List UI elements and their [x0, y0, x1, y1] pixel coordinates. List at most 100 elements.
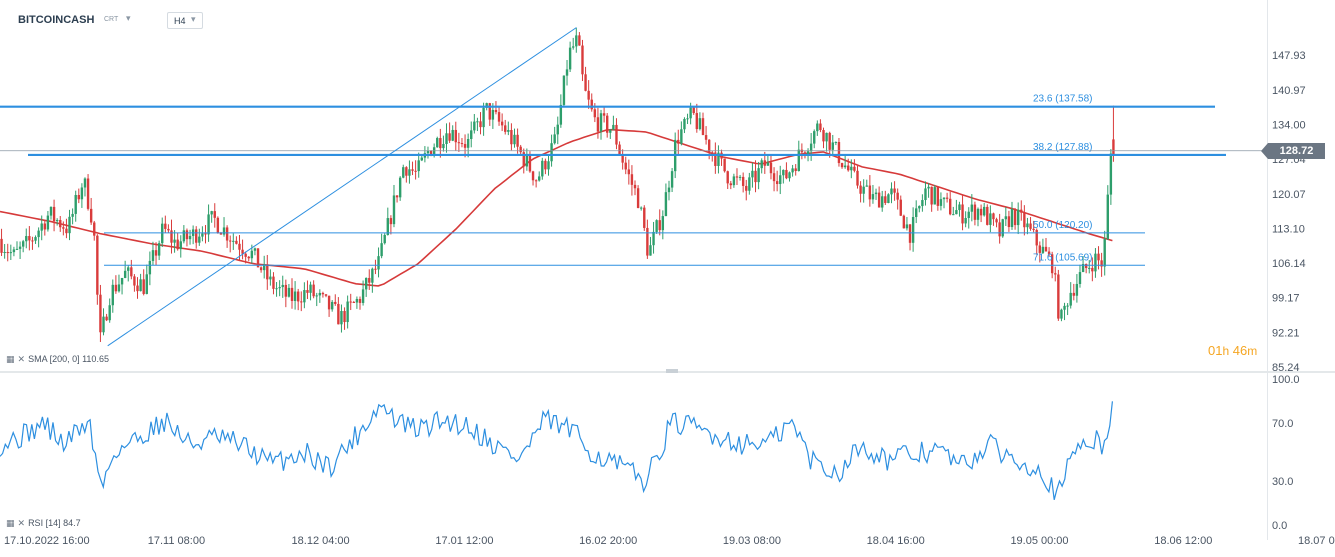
- symbol-label[interactable]: BITCOINCASH: [18, 14, 95, 26]
- candle-body: [884, 196, 887, 203]
- candle-body: [1060, 309, 1063, 319]
- candle-body: [290, 287, 294, 302]
- candle-body: [1029, 223, 1032, 229]
- candle-body: [130, 267, 133, 277]
- candle-body: [1016, 209, 1020, 226]
- candle-body: [1044, 246, 1048, 252]
- candle-body: [167, 228, 170, 231]
- candle-body: [296, 291, 300, 302]
- candle-body: [621, 154, 624, 163]
- candle-body: [605, 115, 609, 133]
- candle-body: [306, 290, 309, 293]
- candle-body: [1097, 253, 1100, 261]
- candle-body: [859, 185, 862, 194]
- candle-body: [127, 267, 130, 271]
- candle-body: [504, 125, 507, 132]
- candle-body: [711, 152, 714, 154]
- candle-body: [482, 107, 485, 128]
- current-price-badge: 128.72: [1261, 143, 1325, 159]
- rsi-tick-label: 100.0: [1272, 374, 1300, 386]
- candle-body: [809, 143, 813, 152]
- candle-body: [775, 181, 779, 185]
- candle-body: [49, 206, 53, 216]
- settings-icon[interactable]: ▦: [6, 354, 15, 364]
- candle-body: [40, 223, 43, 231]
- candle-body: [813, 131, 816, 144]
- candle-body: [837, 142, 841, 164]
- candle-body: [1094, 253, 1097, 272]
- candle-body: [371, 268, 374, 283]
- candle-body: [707, 139, 711, 153]
- candle-body: [677, 139, 680, 144]
- candle-body: [1088, 267, 1091, 269]
- candle-body: [519, 146, 522, 153]
- candle-body: [791, 168, 794, 173]
- candles-layer: [0, 27, 1115, 342]
- candle-body: [748, 177, 751, 191]
- candle-body: [120, 277, 124, 285]
- candle-body: [170, 230, 173, 243]
- candle-body: [670, 171, 674, 188]
- fib-levels-layer: 23.6 (137.58) 38.2 (127.88) 50.0 (120.20) 7…: [0, 27, 1267, 347]
- candle-body: [37, 230, 40, 238]
- candle-body: [531, 171, 535, 181]
- candle-body: [754, 170, 757, 183]
- candle-body: [612, 124, 615, 130]
- candle-body: [182, 230, 186, 242]
- time-tick-label: 17.11 08:00: [148, 535, 205, 547]
- sma-indicator-label[interactable]: ▦ ✕ SMA [200, 0] 110.65: [6, 354, 109, 365]
- candle-body: [732, 176, 736, 186]
- candle-body: [154, 250, 158, 256]
- candle-body: [1007, 216, 1011, 228]
- chevron-down-icon[interactable]: ▾: [126, 13, 131, 23]
- price-tick-label: 92.21: [1272, 327, 1300, 339]
- candle-body: [442, 144, 445, 149]
- candle-body: [157, 243, 161, 256]
- candle-body: [259, 267, 263, 271]
- candle-body: [225, 227, 229, 241]
- fib-level-label: 38.2 (127.88): [1033, 142, 1093, 153]
- candle-body: [374, 268, 377, 270]
- candle-body: [383, 234, 386, 244]
- candle-body: [380, 243, 383, 257]
- candle-body: [256, 248, 260, 268]
- candle-body: [887, 194, 890, 203]
- candle-body: [741, 176, 745, 186]
- candle-body: [281, 284, 284, 288]
- candle-body: [386, 218, 390, 235]
- candle-body: [572, 46, 575, 48]
- fib-level-label: 50.0 (120.20): [1033, 220, 1093, 231]
- chart-type-label[interactable]: CRT: [104, 16, 119, 23]
- rsi-tick-label: 0.0: [1272, 520, 1287, 532]
- candle-body: [918, 206, 921, 209]
- candle-body: [368, 277, 371, 283]
- candle-body: [395, 195, 399, 198]
- candle-body: [460, 143, 464, 145]
- settings-icon[interactable]: ▦: [6, 518, 15, 528]
- candle-body: [803, 152, 807, 154]
- candle-body: [698, 118, 702, 130]
- candle-body: [568, 47, 572, 70]
- candle-body: [1041, 246, 1045, 253]
- candle-body: [1072, 292, 1076, 296]
- candle-body: [905, 224, 909, 229]
- candle-body: [358, 298, 362, 303]
- close-icon[interactable]: ✕: [17, 518, 26, 528]
- timeframe-select[interactable]: H4 ▾: [167, 12, 203, 29]
- rsi-indicator-label[interactable]: ▦ ✕ RSI [14] 84.7: [6, 518, 81, 529]
- candle-body: [445, 133, 448, 145]
- candle-body: [117, 284, 121, 292]
- candle-body: [250, 250, 254, 259]
- candle-body: [247, 256, 250, 259]
- candle-body: [624, 162, 627, 170]
- candle-body: [723, 158, 726, 172]
- candle-body: [398, 177, 402, 198]
- time-tick-label: 18.04 16:00: [867, 535, 925, 547]
- close-icon[interactable]: ✕: [17, 354, 26, 364]
- candle-body: [593, 109, 597, 118]
- panel-resize-handle[interactable]: [666, 369, 678, 373]
- candle-body: [164, 223, 167, 229]
- candle-body: [989, 213, 992, 225]
- candle-body: [28, 236, 31, 241]
